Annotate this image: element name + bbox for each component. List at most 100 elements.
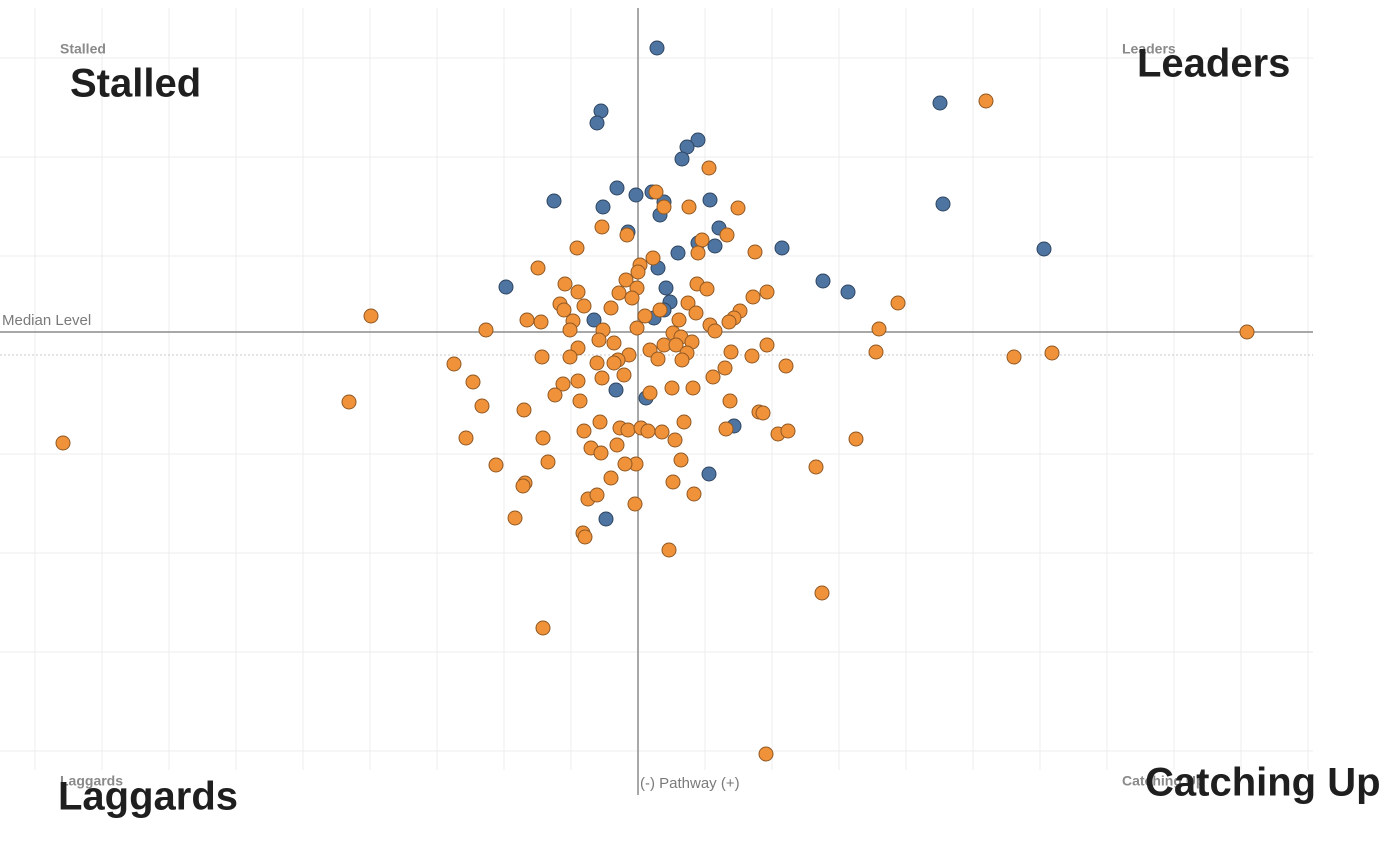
point <box>603 470 619 486</box>
point <box>652 302 668 318</box>
point <box>556 302 572 318</box>
point <box>730 200 746 216</box>
point <box>686 486 702 502</box>
point <box>594 370 610 386</box>
point <box>758 746 774 762</box>
point <box>458 430 474 446</box>
point <box>557 276 573 292</box>
point <box>717 360 733 376</box>
point <box>681 199 697 215</box>
point <box>840 284 856 300</box>
point <box>1044 345 1060 361</box>
point <box>627 496 643 512</box>
point <box>570 284 586 300</box>
point <box>935 196 951 212</box>
point <box>721 314 737 330</box>
point <box>446 356 462 372</box>
point <box>55 435 71 451</box>
point <box>688 305 704 321</box>
overlay-label: Catching Up <box>1145 761 1381 805</box>
point <box>589 487 605 503</box>
point <box>645 250 661 266</box>
point <box>664 380 680 396</box>
quadrant-label: Leaders <box>1122 41 1176 57</box>
point <box>815 273 831 289</box>
reference-label: Median Level <box>2 312 91 329</box>
point <box>707 238 723 254</box>
point <box>719 227 735 243</box>
point <box>534 349 550 365</box>
point <box>630 264 646 280</box>
point <box>591 332 607 348</box>
point <box>676 414 692 430</box>
point <box>656 199 672 215</box>
point <box>637 308 653 324</box>
point <box>629 320 645 336</box>
point <box>589 355 605 371</box>
point <box>667 432 683 448</box>
overlay-label: Laggards <box>58 775 238 819</box>
point <box>745 289 761 305</box>
point <box>690 132 706 148</box>
point <box>609 180 625 196</box>
point <box>680 295 696 311</box>
point <box>606 355 622 371</box>
point <box>341 394 357 410</box>
point <box>701 160 717 176</box>
point <box>1006 349 1022 365</box>
point <box>577 529 593 545</box>
point <box>547 387 563 403</box>
point <box>699 281 715 297</box>
reference-lines: Median Level (-) Pathway (+) <box>0 8 1313 795</box>
point <box>515 478 531 494</box>
overlay-label: Stalled <box>70 62 201 106</box>
point <box>778 358 794 374</box>
reference-label: (-) Pathway (+) <box>640 775 740 792</box>
point <box>572 393 588 409</box>
point <box>871 321 887 337</box>
point <box>608 382 624 398</box>
point <box>673 452 689 468</box>
point <box>642 385 658 401</box>
point <box>570 373 586 389</box>
point <box>668 337 684 353</box>
point <box>640 423 656 439</box>
point <box>465 374 481 390</box>
point <box>593 445 609 461</box>
point <box>890 295 906 311</box>
grid <box>0 8 1313 770</box>
point <box>671 312 687 328</box>
point <box>576 298 592 314</box>
point <box>759 337 775 353</box>
point <box>516 402 532 418</box>
overlay-label: Leaders <box>1137 42 1290 86</box>
point <box>478 322 494 338</box>
point <box>628 187 644 203</box>
point <box>535 620 551 636</box>
point <box>759 284 775 300</box>
point <box>592 414 608 430</box>
point <box>617 456 633 472</box>
point <box>1036 241 1052 257</box>
point <box>658 280 674 296</box>
point <box>609 437 625 453</box>
point <box>1239 324 1255 340</box>
point <box>530 260 546 276</box>
point <box>598 511 614 527</box>
point <box>595 199 611 215</box>
point <box>722 393 738 409</box>
points <box>55 40 1255 762</box>
point <box>576 423 592 439</box>
point <box>705 369 721 385</box>
point <box>488 457 504 473</box>
point <box>562 322 578 338</box>
point <box>540 454 556 470</box>
point <box>618 272 634 288</box>
point <box>619 227 635 243</box>
point <box>755 405 771 421</box>
point <box>701 466 717 482</box>
point <box>611 285 627 301</box>
point <box>620 422 636 438</box>
point <box>650 351 666 367</box>
point <box>670 245 686 261</box>
